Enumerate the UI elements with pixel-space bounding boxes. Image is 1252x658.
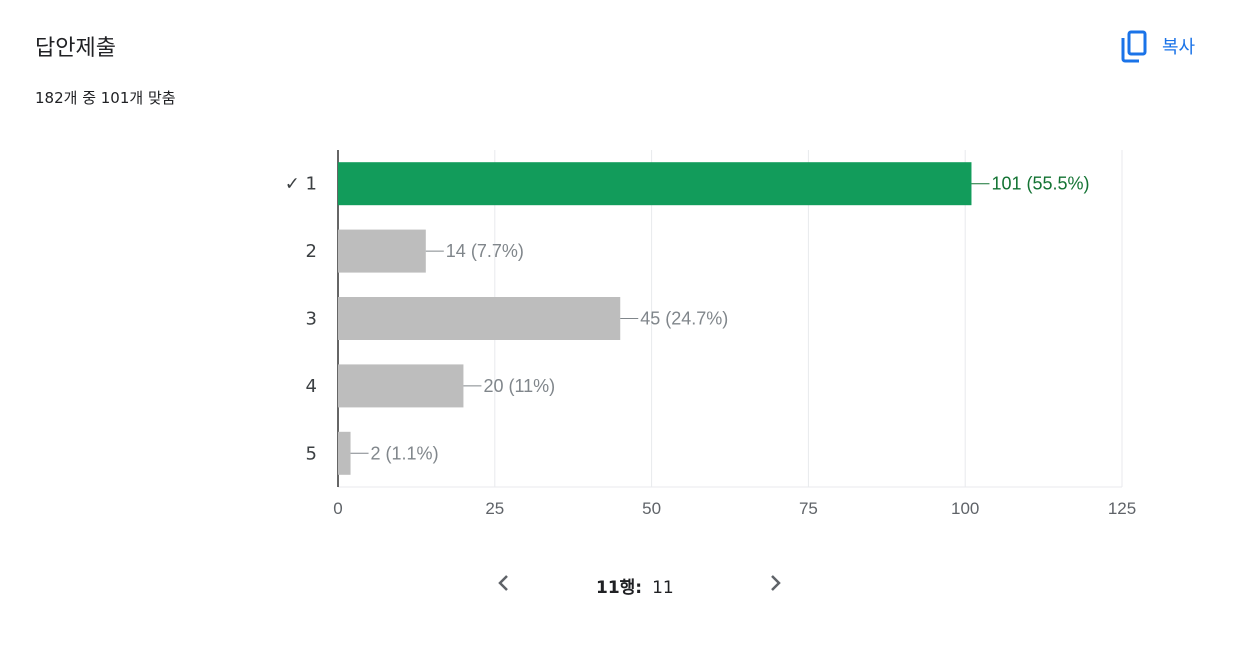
x-tick-label: 25 xyxy=(485,499,504,518)
copy-icon xyxy=(1118,28,1148,64)
copy-button[interactable]: 복사 xyxy=(1118,28,1195,64)
x-tick-label: 100 xyxy=(951,499,979,518)
data-label: 2 (1.1%) xyxy=(371,443,439,463)
chevron-right-icon xyxy=(771,575,781,591)
bar xyxy=(338,297,621,340)
row-pager: 11행: 11 xyxy=(0,565,1252,605)
bar-chart: 101 (55.5%) 14 (7.7%) 45 (24.7%) 20 (11%) 2 … xyxy=(285,150,1136,518)
bar xyxy=(338,162,972,206)
next-row-button[interactable] xyxy=(757,565,793,601)
data-label: 20 (11%) xyxy=(483,376,555,396)
x-tick-label: 125 xyxy=(1108,499,1136,518)
category-label: 4 xyxy=(306,376,317,397)
row-indicator: 11행: 11 xyxy=(596,573,674,598)
bar xyxy=(338,229,426,273)
bar xyxy=(338,431,351,475)
row-indicator-value: 11 xyxy=(652,578,674,598)
copy-label: 복사 xyxy=(1162,37,1196,58)
bar xyxy=(338,364,464,408)
x-axis-ticks: 0 25 50 75 100 125 xyxy=(333,499,1136,518)
data-label: 101 (55.5%) xyxy=(991,174,1089,194)
category-label: 3 xyxy=(306,309,317,330)
chart-grid xyxy=(337,150,1123,488)
previous-row-button[interactable] xyxy=(486,565,522,601)
category-label: 2 xyxy=(306,241,317,262)
chevron-left-icon xyxy=(498,575,508,591)
correct-count-summary: 182개 중 101개 맞춤 xyxy=(35,89,176,107)
x-tick-label: 50 xyxy=(642,499,661,518)
data-label: 14 (7.7%) xyxy=(446,241,524,261)
data-label: 45 (24.7%) xyxy=(640,309,728,329)
chart-bars: 101 (55.5%) 14 (7.7%) 45 (24.7%) 20 (11%) 2 … xyxy=(338,162,1090,475)
x-tick-label: 0 xyxy=(333,499,342,518)
x-tick-label: 75 xyxy=(799,499,818,518)
row-indicator-label: 11행: xyxy=(596,578,643,598)
category-labels: ✓ 1 2 3 4 5 xyxy=(285,174,317,465)
category-label: ✓ 1 xyxy=(285,174,317,195)
question-title: 답안제출 xyxy=(35,36,116,61)
category-label: 5 xyxy=(306,443,317,464)
